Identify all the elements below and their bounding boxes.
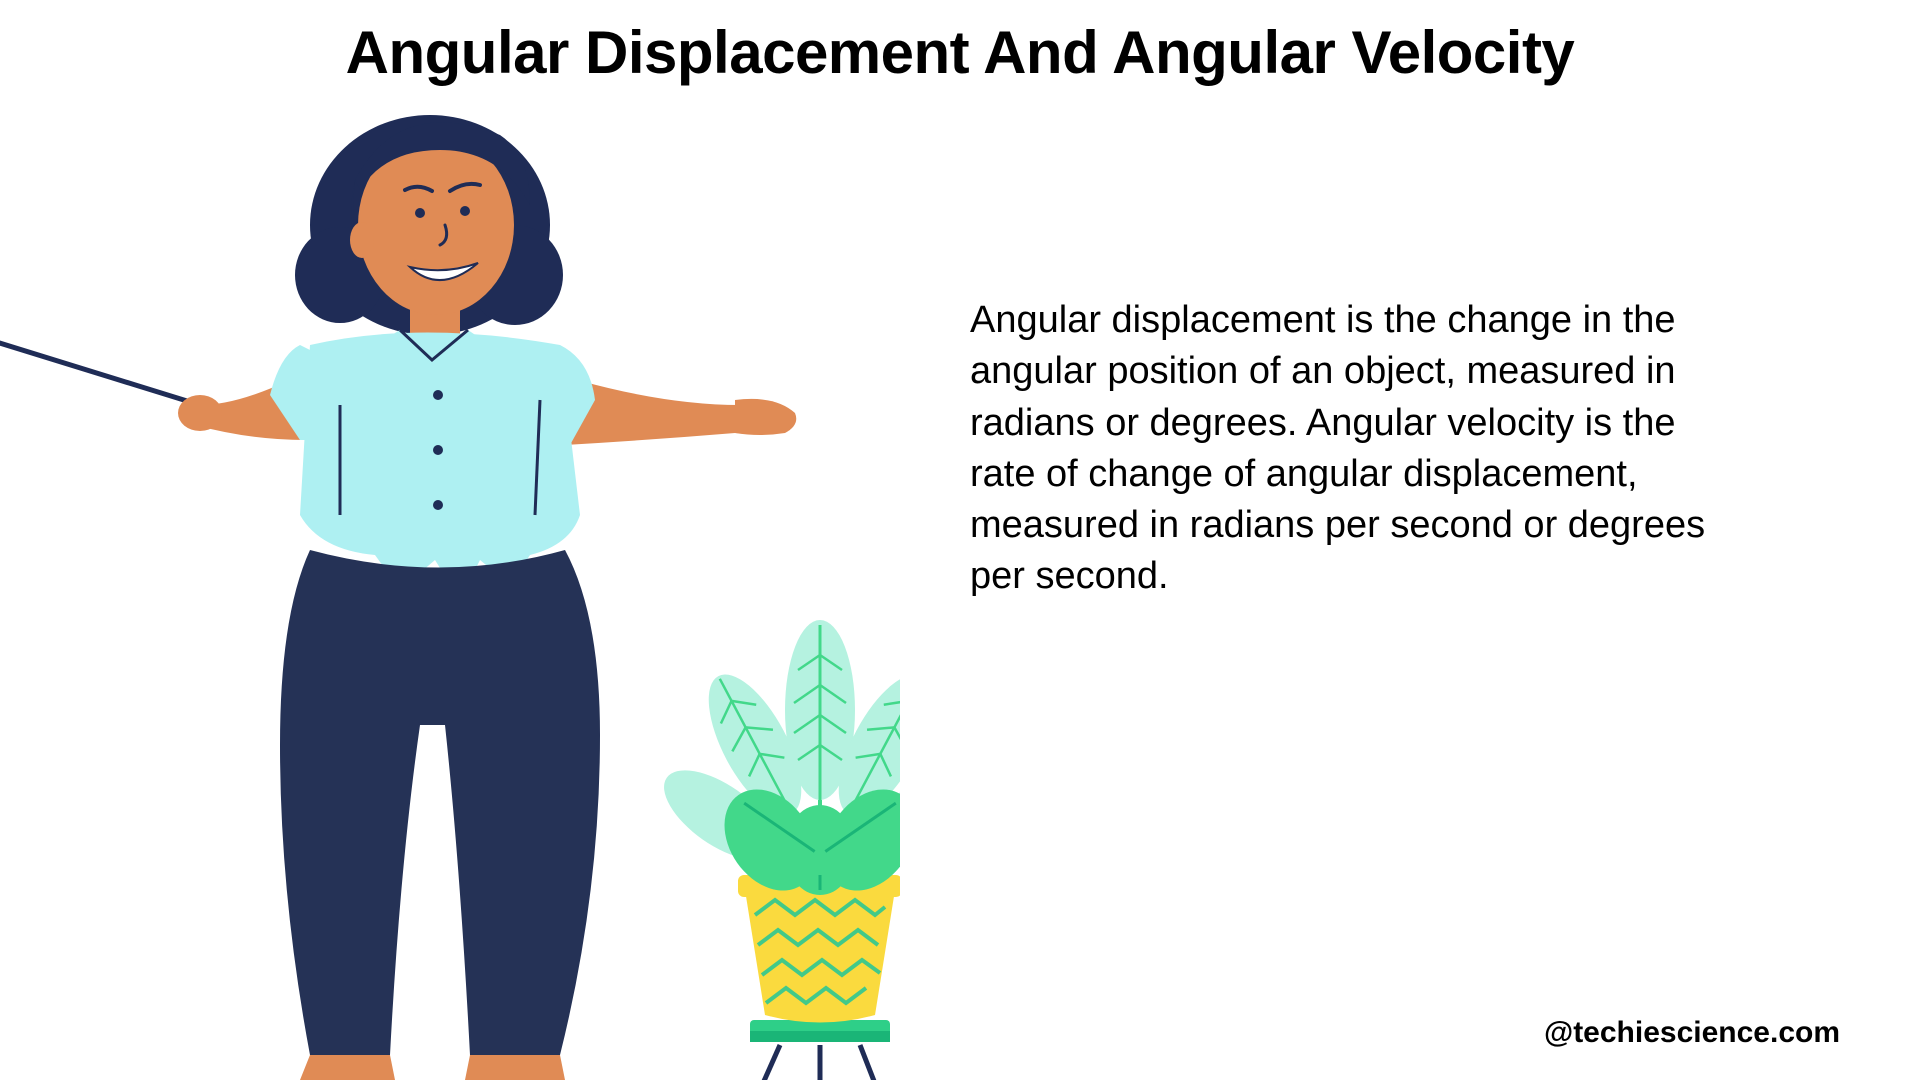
page-title: Angular Displacement And Angular Velocit… — [0, 18, 1920, 87]
attribution: @techiescience.com — [1544, 1016, 1840, 1050]
teacher-svg — [0, 95, 900, 1080]
teacher-illustration — [0, 95, 900, 1080]
body-text: Angular displacement is the change in th… — [970, 295, 1730, 603]
